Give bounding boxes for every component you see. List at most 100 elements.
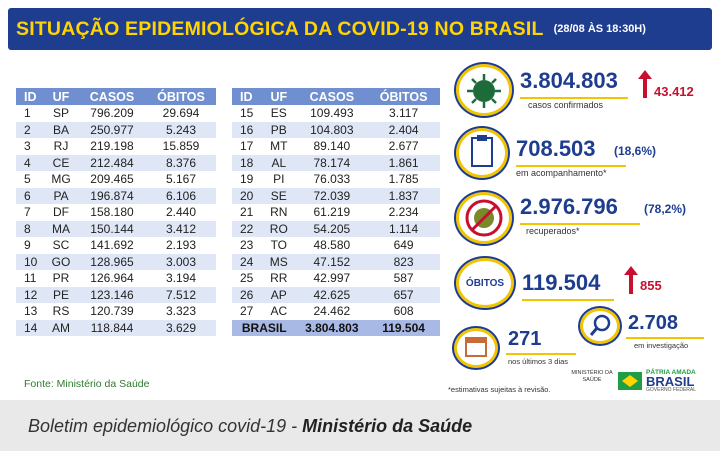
cell-id: 18: [232, 154, 262, 171]
table-row: 27 AC 24.462 608: [232, 303, 440, 320]
cell-uf: SE: [261, 187, 297, 204]
logo-brasil: BRASIL: [646, 373, 695, 389]
cell-id: 19: [240, 172, 254, 187]
table-row: 7 DF 158.180 2.440: [16, 204, 216, 221]
cell-uf: TO: [270, 238, 288, 253]
table-row: 1 SP 796.209 29.694: [16, 105, 216, 122]
table-row: 4 CE 212.484 8.376: [16, 154, 216, 171]
divider: [626, 337, 704, 339]
col-header-casos: CASOS: [296, 88, 368, 105]
investigation-label: em investigação: [634, 341, 689, 350]
magnifier-icon: [589, 314, 611, 336]
recovered-pct: (78,2%): [644, 202, 687, 216]
cell-obitos: 3.194: [165, 271, 197, 286]
cell-id: 4: [16, 154, 44, 171]
cell-casos: 109.493: [310, 106, 354, 121]
cell-obitos: 823: [367, 253, 440, 270]
total-label: BRASIL: [232, 319, 297, 336]
cell-casos: 250.977: [78, 121, 146, 138]
cell-obitos: 2.404: [367, 121, 440, 138]
table-header-row: ID UF CASOS ÓBITOS: [232, 88, 440, 105]
cell-uf: MG: [51, 172, 71, 187]
increase-arrow-icon: [638, 70, 652, 98]
cell-casos: 118.844: [78, 319, 146, 336]
cell-casos: 42.625: [296, 286, 368, 303]
confirmed-value: 3.804.803: [520, 68, 618, 93]
cell-obitos: 2.677: [388, 139, 419, 154]
cell-uf: SP: [52, 106, 69, 121]
cell-id: 1: [24, 106, 31, 121]
cell-id: 23: [240, 238, 254, 253]
cell-uf: DF: [53, 205, 69, 220]
cell-obitos: 2.440: [165, 205, 197, 220]
table-row: 13 RS 120.739 3.323: [16, 303, 216, 320]
table-row: 21 RN 61.219 2.234: [232, 204, 440, 221]
cell-id: 26: [232, 286, 262, 303]
cell-id: 11: [24, 271, 37, 286]
table-row: 12 PE 123.146 7.512: [16, 286, 216, 303]
cell-casos: 196.874: [78, 187, 146, 204]
bulletin-image: SITUAÇÃO EPIDEMIOLÓGICA DA COVID-19 NO B…: [0, 0, 720, 400]
cell-id: 14: [16, 319, 44, 336]
increase-arrow-icon: [624, 266, 638, 294]
table-row: 14 AM 118.844 3.629: [16, 319, 216, 336]
cell-obitos: 8.376: [146, 154, 216, 171]
table-row: 20 SE 72.039 1.837: [232, 187, 440, 204]
cell-casos: 72.039: [296, 187, 368, 204]
cell-obitos: 3.629: [146, 319, 216, 336]
logo-governo: GOVERNO FEDERAL: [646, 386, 697, 393]
cell-id: 20: [232, 187, 262, 204]
cell-uf: AC: [270, 304, 288, 319]
table-row: 26 AP 42.625 657: [232, 286, 440, 303]
cell-casos: 219.198: [90, 139, 134, 154]
confirmed-delta: 43.412: [654, 84, 694, 99]
caption-bold: Ministério da Saúde: [302, 416, 473, 436]
cell-uf: RR: [270, 271, 288, 286]
cell-casos: 42.997: [313, 271, 351, 286]
table-row: 11 PR 126.964 3.194: [16, 270, 216, 287]
cell-uf: RJ: [53, 139, 69, 154]
states-table-right: ID UF CASOS ÓBITOS 15 ES 109.493 3.117 16 PB 1…: [232, 88, 440, 336]
header-bar: SITUAÇÃO EPIDEMIOLÓGICA DA COVID-19 NO B…: [8, 8, 712, 50]
cell-casos: 24.462: [313, 304, 351, 319]
cell-id: 21: [240, 205, 254, 220]
table-row: 23 TO 48.580 649: [232, 237, 440, 254]
cell-uf: PA: [44, 187, 78, 204]
cell-obitos: 1.837: [367, 187, 440, 204]
cell-obitos: 649: [393, 238, 414, 253]
deaths-badge: ÓBITOS: [454, 256, 516, 310]
total-casos: 3.804.803: [296, 319, 368, 336]
cell-id: 5: [24, 172, 31, 187]
cell-obitos: 3.003: [146, 253, 216, 270]
caption-prefix: Boletim epidemiológico covid-19 -: [28, 416, 303, 436]
cell-id: 2: [16, 121, 44, 138]
cell-id: 15: [240, 106, 254, 121]
divider: [522, 299, 614, 301]
cell-obitos: 7.512: [146, 286, 216, 303]
table-header-row: ID UF CASOS ÓBITOS: [16, 88, 216, 105]
table-row: 8 MA 150.144 3.412: [16, 220, 216, 237]
table-row: 5 MG 209.465 5.167: [16, 171, 216, 188]
cell-casos: 89.140: [313, 139, 351, 154]
table-row: 10 GO 128.965 3.003: [16, 253, 216, 270]
monitoring-pct: (18,6%): [614, 144, 657, 158]
cell-id: 24: [232, 253, 262, 270]
cell-uf: RN: [270, 205, 288, 220]
cell-obitos: 5.243: [146, 121, 216, 138]
col-header-uf: UF: [44, 88, 78, 105]
cell-uf: RO: [261, 220, 297, 237]
cell-casos: 158.180: [90, 205, 134, 220]
source-note: Fonte: Ministério da Saúde: [24, 378, 150, 390]
deaths-delta: 855: [640, 278, 662, 293]
cell-casos: 47.152: [296, 253, 368, 270]
cell-uf: RS: [52, 304, 70, 319]
brazil-flag-icon: [618, 372, 642, 390]
states-panel: ID UF CASOS ÓBITOS 1 SP 796.209 29.694 2 BA 25…: [10, 62, 442, 392]
cell-obitos: 29.694: [162, 106, 200, 121]
cell-uf: PI: [273, 172, 285, 187]
calendar-badge: [452, 326, 500, 370]
cell-casos: 61.219: [313, 205, 351, 220]
cell-casos: 120.739: [90, 304, 134, 319]
ministerio-logo: MINISTÉRIO DA SAÚDE: [571, 370, 613, 383]
cell-id: 25: [240, 271, 254, 286]
